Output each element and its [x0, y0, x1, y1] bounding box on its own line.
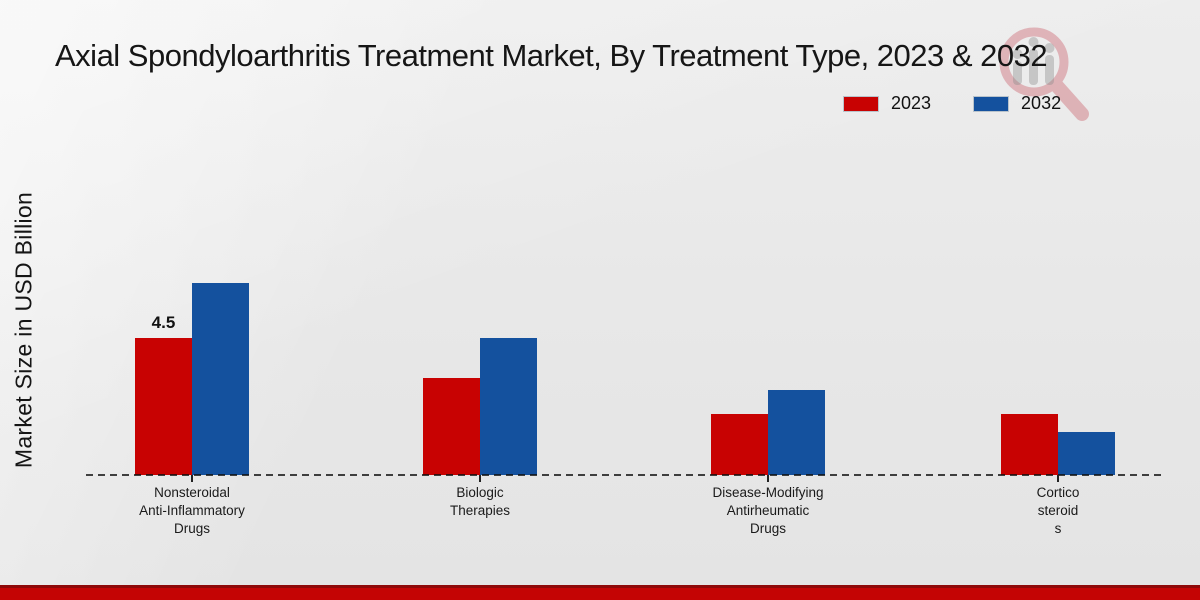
bar-value-label: 4.5	[151, 313, 176, 332]
legend-swatch-icon	[843, 95, 879, 112]
bar-2023-cat3	[1001, 414, 1058, 475]
chart-title: Axial Spondyloarthritis Treatment Market…	[55, 38, 1048, 73]
legend: 2023 2032	[843, 93, 1061, 114]
bar-2023-cat2	[711, 414, 768, 475]
bar-2023-cat1	[423, 378, 480, 475]
legend-item-2032: 2032	[973, 93, 1061, 114]
bar-2032-cat3	[1058, 432, 1115, 475]
bar-2032-cat1	[480, 338, 537, 475]
legend-label: 2032	[1021, 93, 1062, 113]
footer-red-band	[0, 585, 1200, 600]
bar-2032-cat0	[192, 283, 249, 475]
x-axis-tick	[479, 475, 481, 482]
x-axis-category-label: Biologic Therapies	[449, 485, 511, 518]
x-axis-category-label: Cortico steroid s	[1036, 485, 1080, 536]
bar-2032-cat2	[768, 390, 825, 475]
x-axis-tick	[767, 475, 769, 482]
x-axis-category-label: Nonsteroidal Anti-Inflammatory Drugs	[139, 485, 245, 536]
legend-label: 2023	[891, 93, 932, 113]
x-axis-tick	[191, 475, 193, 482]
bar-2023-cat0	[135, 338, 192, 475]
legend-swatch-icon	[973, 95, 1010, 112]
x-axis-category-label: Disease-Modifying Antirheumatic Drugs	[712, 485, 824, 536]
y-axis-label: Market Size in USD Billion	[10, 191, 37, 469]
x-axis-tick	[1057, 475, 1059, 482]
legend-item-2023: 2023	[843, 93, 931, 114]
x-axis-baseline	[86, 474, 1164, 476]
